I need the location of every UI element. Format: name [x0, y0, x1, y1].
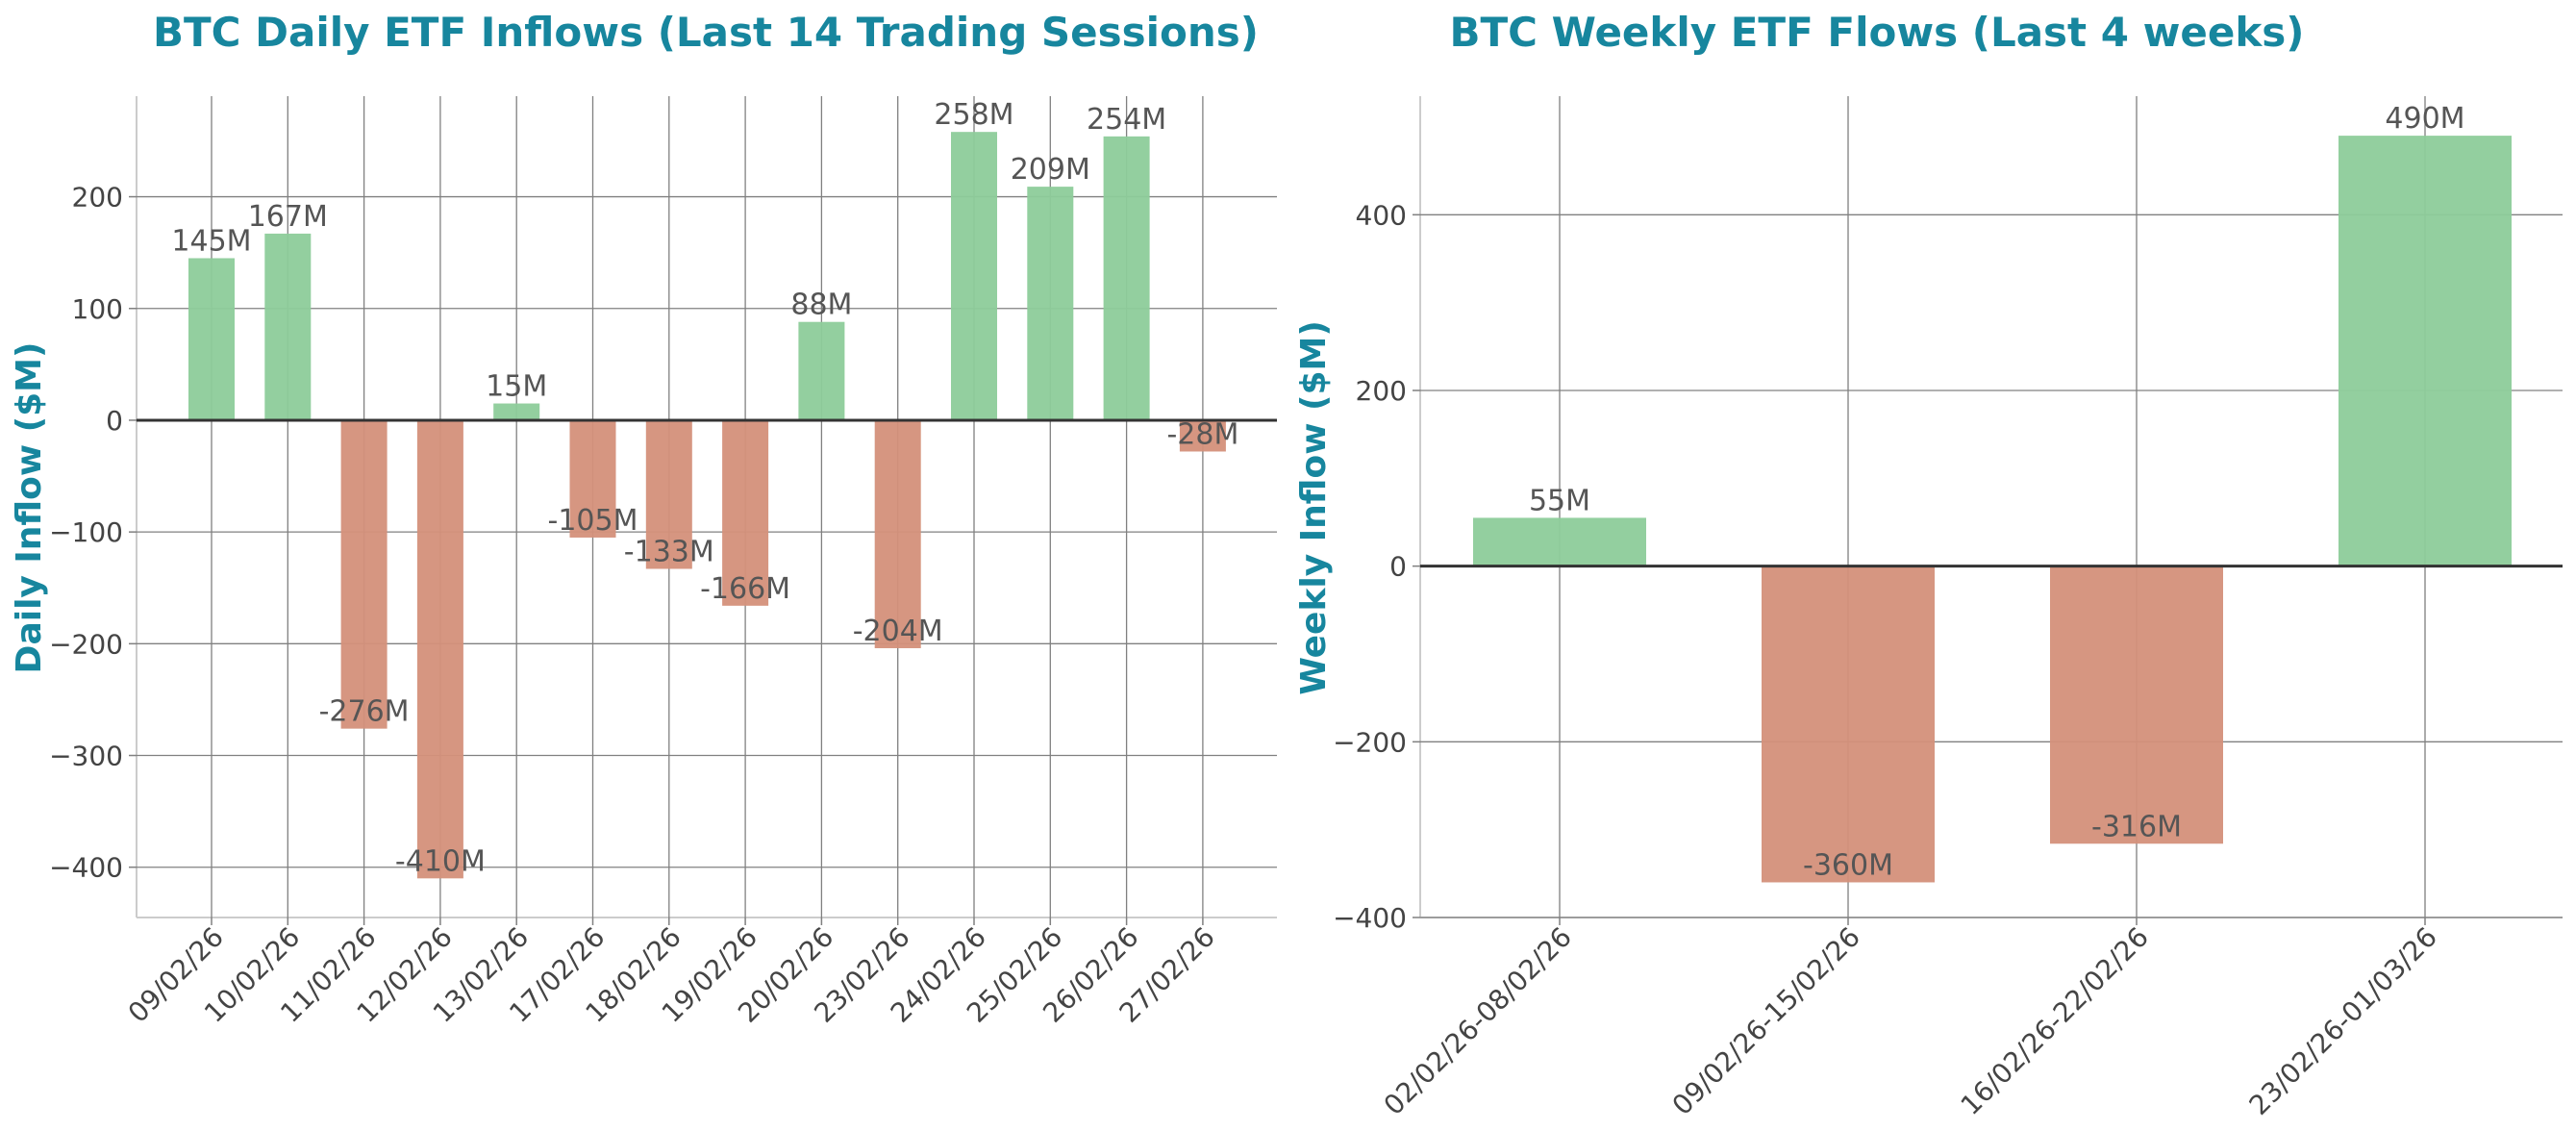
- daily-y-tick-label: −100: [49, 516, 123, 548]
- weekly-chart-y-axis-label: Weekly Inflow ($M): [1294, 320, 1334, 695]
- daily-data-label: -105M: [548, 504, 638, 538]
- daily-data-label: -410M: [395, 844, 486, 878]
- daily-bar-23/02/26: [874, 419, 921, 648]
- daily-chart-y-axis-label: Daily Inflow ($M): [10, 342, 49, 674]
- weekly-data-label: 55M: [1529, 484, 1590, 517]
- weekly-y-tick-label: −400: [1333, 902, 1407, 934]
- daily-data-label: -204M: [853, 615, 943, 648]
- weekly-data-label: -360M: [1803, 848, 1893, 882]
- daily-data-label: -166M: [700, 572, 790, 606]
- weekly-bar-09/02/26-15/02/26: [1762, 566, 1935, 883]
- daily-y-tick-label: −400: [49, 852, 123, 884]
- daily-data-label: -276M: [319, 695, 410, 729]
- daily-chart-grid: [129, 96, 1277, 925]
- daily-bar-18/02/26: [645, 419, 692, 569]
- daily-bar-11/02/26: [340, 419, 388, 729]
- weekly-data-label: -316M: [2091, 810, 2182, 843]
- weekly-chart-bars: [1473, 136, 2512, 883]
- weekly-y-tick-label: 400: [1356, 199, 1407, 231]
- daily-bar-19/02/26: [722, 419, 769, 606]
- daily-y-tick-label: 100: [72, 293, 123, 325]
- daily-data-label: -133M: [624, 535, 714, 568]
- weekly-chart-data-labels: 55M -360M -316M 490M: [1529, 102, 2465, 882]
- daily-data-label: -28M: [1166, 417, 1238, 451]
- weekly-bar-23/02/26-01/03/26: [2338, 136, 2512, 566]
- weekly-chart-title: BTC Weekly ETF Flows (Last 4 weeks): [1450, 9, 2305, 56]
- daily-bar-17/02/26: [569, 419, 616, 538]
- daily-bar-09/02/26: [188, 258, 235, 420]
- daily-data-label: 167M: [248, 200, 328, 234]
- daily-data-label: 209M: [1011, 153, 1090, 187]
- daily-bar-13/02/26: [493, 403, 540, 420]
- weekly-bar-16/02/26-22/02/26: [2050, 566, 2223, 844]
- daily-bar-10/02/26: [264, 233, 312, 420]
- daily-y-tick-label: 0: [106, 405, 123, 437]
- daily-bar-12/02/26: [416, 419, 463, 879]
- daily-y-tick-label: 200: [72, 182, 123, 214]
- daily-data-label: 88M: [790, 289, 852, 322]
- daily-bar-20/02/26: [798, 321, 845, 420]
- daily-data-label: 15M: [486, 370, 547, 404]
- daily-data-label: 258M: [934, 98, 1013, 132]
- weekly-y-tick-label: −200: [1333, 726, 1407, 758]
- daily-y-tick-label: −200: [49, 628, 123, 660]
- daily-chart-title: BTC Daily ETF Inflows (Last 14 Trading S…: [153, 9, 1259, 56]
- weekly-bar-02/02/26-08/02/26: [1473, 517, 1646, 566]
- daily-bar-27/02/26: [1179, 419, 1226, 452]
- daily-y-tick-label: −300: [49, 741, 123, 772]
- daily-bar-26/02/26: [1103, 136, 1150, 420]
- daily-chart-bars: [188, 132, 1226, 879]
- daily-bar-25/02/26: [1027, 187, 1074, 420]
- daily-data-label: 254M: [1087, 103, 1166, 137]
- daily-bar-24/02/26: [951, 132, 997, 420]
- weekly-y-tick-label: 0: [1389, 551, 1407, 583]
- daily-data-label: 145M: [171, 224, 251, 258]
- weekly-y-tick-label: 200: [1356, 375, 1407, 407]
- weekly-data-label: 490M: [2385, 102, 2464, 136]
